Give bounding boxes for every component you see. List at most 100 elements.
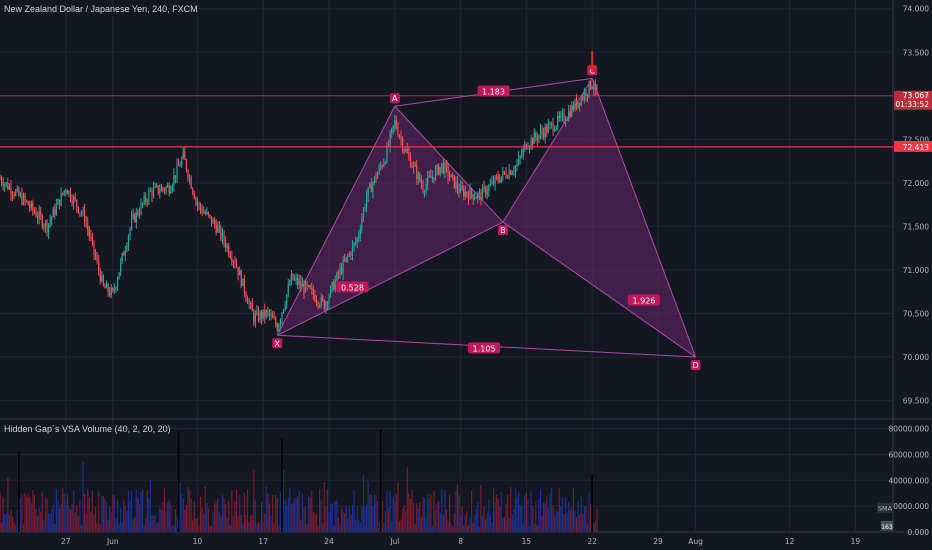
volume-bar <box>99 524 101 532</box>
candle-body <box>333 282 335 290</box>
volume-bar <box>469 518 471 532</box>
volume-bar <box>90 511 92 532</box>
candle-body <box>389 133 391 146</box>
point-label-d: D <box>693 361 699 370</box>
candle-body <box>85 222 87 224</box>
volume-bar <box>126 511 128 532</box>
volume-bar <box>317 526 319 532</box>
harmonic-line-ab <box>394 105 504 223</box>
candle-body <box>566 118 568 121</box>
volume-bar <box>447 520 449 532</box>
volume-bar <box>436 503 438 532</box>
candle-body <box>24 195 26 201</box>
candle-body <box>420 181 423 185</box>
volume-bar <box>105 501 108 532</box>
volume-bar <box>590 503 592 532</box>
volume-bar <box>21 494 23 532</box>
candle-body <box>201 208 203 214</box>
volume-bar <box>427 494 429 532</box>
volume-bar <box>563 514 565 532</box>
volume-bar <box>193 501 195 532</box>
time-tick-label: 29 <box>653 537 663 546</box>
ratio-label: 1.105 <box>473 344 496 353</box>
volume-bar <box>37 516 39 532</box>
candle-body <box>372 183 374 193</box>
candle-body <box>577 102 579 108</box>
candle-body <box>351 245 354 256</box>
candle-body <box>270 314 272 316</box>
candle-body <box>436 165 438 170</box>
candle-body <box>411 166 413 168</box>
volume-bar <box>411 489 413 532</box>
candle-body <box>408 152 410 157</box>
candle-body <box>500 176 502 182</box>
volume-bar <box>228 500 230 532</box>
volume-bar <box>156 522 158 532</box>
candle-body <box>98 261 100 271</box>
volume-bar <box>500 492 502 532</box>
candle-body <box>464 192 466 197</box>
arrow-down-icon <box>588 65 597 73</box>
volume-bar <box>24 493 26 532</box>
candle-body <box>367 187 369 197</box>
candle-body <box>458 189 460 193</box>
volume-bar <box>234 501 236 532</box>
volume-bar <box>416 503 418 532</box>
candle-body <box>90 236 92 238</box>
candle-body <box>549 123 551 126</box>
volume-bar <box>383 522 385 532</box>
volume-bar <box>475 508 477 532</box>
candle-body <box>84 210 86 223</box>
candle-body <box>105 284 108 289</box>
volume-bar <box>337 518 339 532</box>
volume-bar <box>235 489 238 532</box>
candle-body <box>220 226 222 239</box>
candle-body <box>212 220 214 224</box>
volume-bar <box>171 526 173 532</box>
volume-bar <box>127 490 130 532</box>
volume-bar <box>588 493 590 532</box>
candle-body <box>538 135 540 140</box>
volume-bar <box>499 507 501 532</box>
candle-body <box>184 151 186 160</box>
candle-body <box>246 298 249 304</box>
volume-bar <box>279 492 282 532</box>
volume-bar <box>96 523 98 532</box>
candle-body <box>362 208 365 219</box>
volume-bar <box>60 504 62 532</box>
candle-body <box>73 197 75 204</box>
candle-body <box>54 208 56 215</box>
candle-body <box>430 176 432 179</box>
volume-bar <box>273 522 275 532</box>
time-tick-label: 8 <box>458 537 463 546</box>
volume-bar <box>370 494 372 532</box>
ratio-label-box <box>627 294 660 306</box>
volume-bar <box>325 506 327 532</box>
candle-body <box>472 194 474 200</box>
level-price-label: 72.413 <box>903 143 929 152</box>
candle-body <box>425 183 427 192</box>
volume-bar <box>364 507 366 532</box>
volume-bar <box>571 507 573 532</box>
volume-bar <box>221 494 224 532</box>
ratio-label-box <box>336 281 369 293</box>
candle-body <box>141 203 144 205</box>
volume-bar <box>284 499 286 532</box>
candle-body <box>369 183 371 188</box>
candle-body <box>580 97 582 106</box>
candle-body <box>328 296 330 305</box>
volume-bar <box>262 521 264 532</box>
candle-body <box>192 188 194 194</box>
candle-body <box>0 178 3 184</box>
candle-body <box>380 166 382 168</box>
candle-body <box>148 191 150 202</box>
volume-bar <box>579 514 581 532</box>
volume-bar <box>497 498 499 532</box>
volume-bar <box>536 525 538 532</box>
candle-body <box>585 91 587 97</box>
volume-bar <box>102 496 104 532</box>
point-label-box <box>690 360 701 371</box>
candle-body <box>391 128 393 134</box>
candle-body <box>179 165 181 167</box>
